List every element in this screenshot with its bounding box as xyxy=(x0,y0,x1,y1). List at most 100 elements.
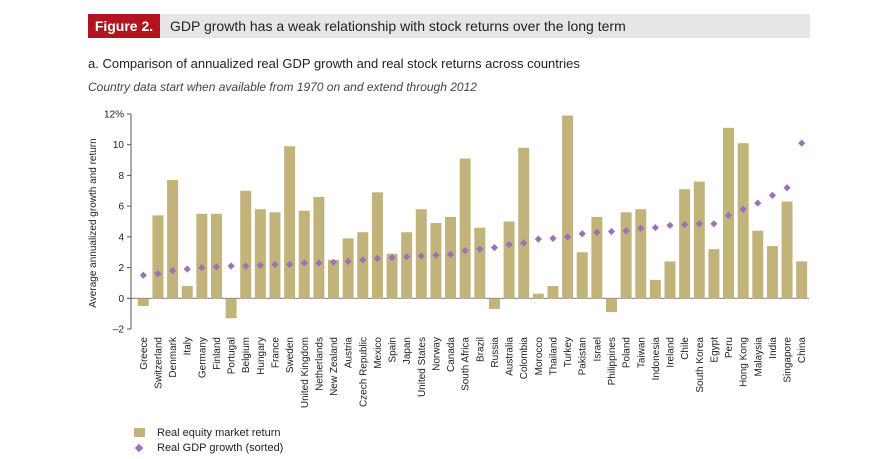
bar-sweden xyxy=(284,146,296,299)
gdp-marker-denmark xyxy=(168,267,177,275)
gdp-marker-taiwan xyxy=(637,224,645,233)
x-tick-label: Denmark xyxy=(168,336,179,378)
gdp-marker-pakistan xyxy=(578,230,586,238)
gdp-marker-norway xyxy=(432,251,440,259)
x-tick-label: Canada xyxy=(446,337,457,372)
x-tick-label: Philippines xyxy=(607,337,618,385)
bar-norway xyxy=(430,223,442,299)
gdp-marker-turkey xyxy=(563,233,572,241)
x-tick-label: United States xyxy=(417,337,428,397)
chart-note: Country data start when available from 1… xyxy=(88,80,477,94)
y-tick-label: 6 xyxy=(118,202,124,213)
gdp-marker-philippines xyxy=(607,227,616,236)
x-tick-label: Czech Republic xyxy=(358,337,369,407)
x-tick-label: Russia xyxy=(490,337,501,368)
gdp-marker-canada xyxy=(446,250,455,259)
x-tick-label: Spain xyxy=(388,337,399,363)
gdp-marker-switzerland xyxy=(154,270,162,278)
gdp-marker-hungary xyxy=(256,261,264,269)
x-tick-label: China xyxy=(797,337,808,364)
gdp-marker-south-africa xyxy=(461,247,469,255)
bar-chile xyxy=(679,189,691,299)
bar-czech-republic xyxy=(357,232,369,299)
x-tick-label: Turkey xyxy=(563,337,574,367)
gdp-marker-israel xyxy=(593,228,601,236)
x-tick-label: Ireland xyxy=(666,337,677,368)
gdp-markers xyxy=(139,139,806,279)
legend-label-equity: Real equity market return xyxy=(157,426,281,439)
x-tick-label: United Kingdom xyxy=(300,337,311,408)
figure-title: GDP growth has a weak relationship with … xyxy=(170,18,626,34)
bar-swatch-icon xyxy=(134,428,145,437)
gdp-marker-greece xyxy=(139,271,147,279)
x-tick-label: Mexico xyxy=(373,337,384,369)
bars xyxy=(137,115,808,319)
gdp-marker-japan xyxy=(403,253,411,261)
bar-japan xyxy=(401,232,413,299)
gdp-marker-indonesia xyxy=(651,224,659,232)
x-tick-label: Poland xyxy=(622,337,633,368)
figure-label: Figure 2. xyxy=(88,14,160,38)
x-tick-label: Japan xyxy=(402,337,413,364)
legend-label-gdp: Real GDP growth (sorted) xyxy=(157,441,284,454)
bar-new-zealand xyxy=(328,259,339,299)
x-tick-label: Sweden xyxy=(285,337,296,373)
gdp-marker-netherlands xyxy=(315,259,323,267)
legend: Real equity market return Real GDP growt… xyxy=(134,425,283,455)
gdp-marker-peru xyxy=(724,211,733,219)
bar-singapore xyxy=(781,201,793,299)
legend-item-gdp: Real GDP growth (sorted) xyxy=(134,440,283,455)
x-tick-label: India xyxy=(768,337,779,359)
diamond-icon xyxy=(134,443,144,452)
bar-belgium xyxy=(240,190,252,299)
bar-poland xyxy=(620,212,632,299)
x-tick-label: Netherlands xyxy=(314,337,325,391)
bar-south-korea xyxy=(693,181,705,299)
x-tick-label: Austria xyxy=(344,337,355,369)
bar-united-kingdom xyxy=(298,210,310,299)
y-tick-label: 0 xyxy=(118,294,124,305)
legend-item-equity: Real equity market return xyxy=(134,425,283,440)
bar-hong-kong xyxy=(737,143,749,299)
gdp-marker-ireland xyxy=(666,221,674,229)
x-tick-label: Belgium xyxy=(241,337,252,373)
bar-ireland xyxy=(664,261,676,299)
x-tick-label: Italy xyxy=(183,337,194,355)
x-tick-label: New Zealand xyxy=(329,337,340,396)
x-tick-label: France xyxy=(270,337,281,369)
gdp-marker-new-zealand xyxy=(329,258,338,266)
gdp-marker-malaysia xyxy=(754,199,762,207)
x-tick-label: Singapore xyxy=(783,337,794,383)
bar-taiwan xyxy=(635,209,647,299)
bar-pakistan xyxy=(576,252,588,299)
gdp-marker-mexico xyxy=(373,254,382,262)
y-tick-label: –2 xyxy=(113,325,125,336)
bar-netherlands xyxy=(313,196,325,299)
bar-austria xyxy=(342,238,354,299)
gdp-marker-egypt xyxy=(710,220,718,228)
bar-greece xyxy=(137,298,149,306)
bar-colombia xyxy=(518,147,530,299)
gdp-marker-morocco xyxy=(534,235,542,243)
x-tick-label: Colombia xyxy=(519,337,530,380)
x-tick-label: Morocco xyxy=(534,337,545,376)
gdp-marker-spain xyxy=(388,253,396,262)
gdp-marker-china xyxy=(798,139,806,147)
gdp-marker-czech-republic xyxy=(359,256,367,264)
x-axis-labels: Greece Switzerland Denmark Italy Germany Finl… xyxy=(139,336,808,408)
gdp-marker-portugal xyxy=(227,262,235,270)
gdp-marker-sweden xyxy=(286,260,294,269)
gdp-marker-india xyxy=(768,191,777,199)
bar-france xyxy=(269,212,281,299)
gdp-marker-united-kingdom xyxy=(300,259,308,267)
x-tick-label: Malaysia xyxy=(753,337,764,377)
gdp-marker-austria xyxy=(344,257,352,266)
x-tick-label: Pakistan xyxy=(578,337,589,375)
gdp-marker-singapore xyxy=(783,184,791,192)
gdp-marker-colombia xyxy=(520,239,528,247)
gdp-marker-russia xyxy=(490,244,499,252)
x-tick-label: Egypt xyxy=(709,337,720,363)
x-tick-label: Brazil xyxy=(475,337,486,362)
x-tick-label: Switzerland xyxy=(153,337,164,389)
